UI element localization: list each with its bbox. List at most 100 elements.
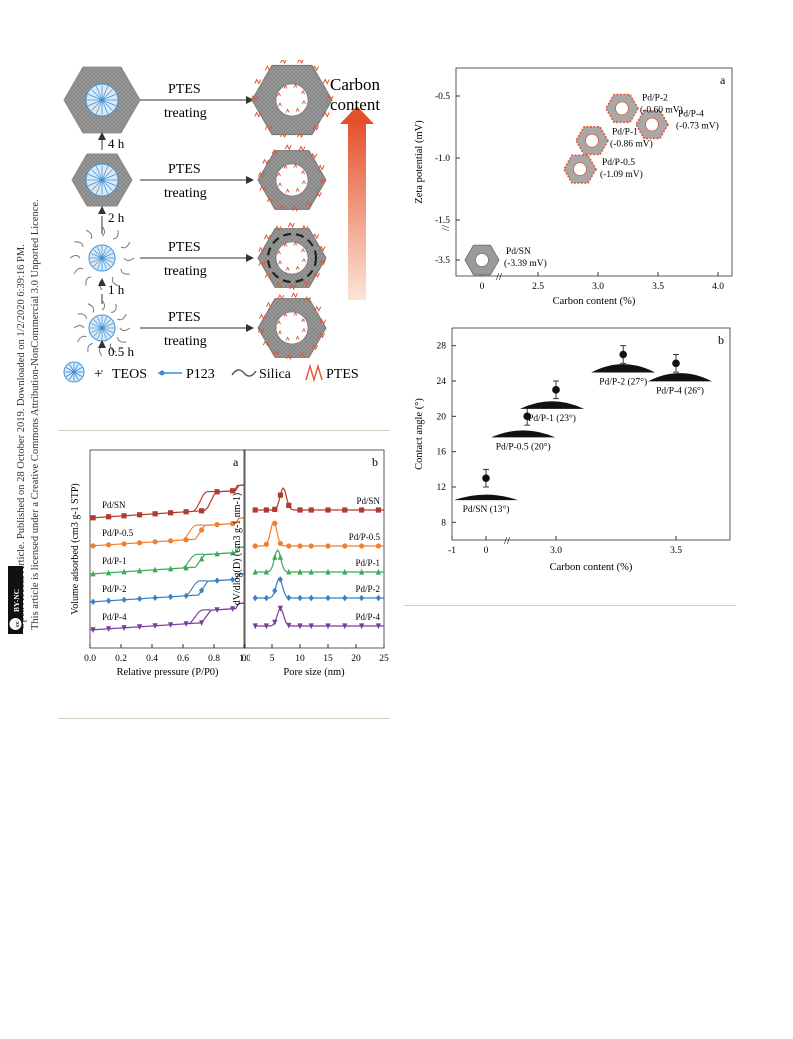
isotherm-point (90, 598, 96, 605)
p123-chain-icon (90, 257, 103, 263)
silica-icon (231, 369, 257, 377)
p123-chain-icon (95, 179, 103, 194)
isotherm-point (230, 521, 236, 527)
point-label: Pd/P-1 (23°) (528, 413, 576, 424)
plot-frame (243, 449, 385, 649)
ptes-group-icon (259, 185, 267, 192)
ptes-group-icon (257, 327, 265, 334)
plot-frame (455, 67, 733, 277)
pore-point (252, 507, 258, 513)
panel-letter: a (233, 455, 239, 469)
pore-point (297, 543, 303, 549)
x-tick-label: 0.6 (177, 654, 189, 664)
point-label: Pd/P-2 (642, 93, 668, 103)
p123-chain-icon (101, 86, 109, 101)
y-tick-label: 16 (437, 448, 447, 458)
arrow-label-treating: treating (164, 334, 207, 349)
point-label: Pd/P-0.5 (20°) (496, 441, 551, 452)
pore-point (286, 594, 292, 601)
x-tick-label: 20 (351, 654, 361, 664)
water-droplet-icon (648, 373, 712, 382)
isotherm-point (183, 621, 189, 627)
ptes-group-icon (293, 241, 298, 246)
p123-chain-icon (97, 246, 103, 259)
micelle-ray-icon (73, 367, 82, 373)
isotherm-point (214, 577, 220, 584)
point-label: Pd/SN (506, 247, 531, 257)
micelle-ray-icon (73, 371, 79, 380)
isotherm-point (168, 593, 174, 600)
p123-chain-icon (93, 319, 103, 329)
ptes-group-icon (293, 163, 298, 168)
pore-point (263, 507, 269, 513)
isotherm-point (137, 540, 143, 546)
point-label: Pd/SN (13°) (463, 504, 510, 515)
ptes-group-icon (258, 246, 266, 253)
x-tick-label: 0 (484, 546, 489, 556)
ptes-group-icon (280, 131, 287, 139)
isotherm-point (183, 537, 189, 543)
cc-license-badge[interactable]: cc BY-NC (6, 566, 26, 636)
silica-strand-icon (73, 267, 84, 275)
pore-point (375, 623, 381, 630)
ptes-group-icon (254, 78, 262, 85)
isotherm-point (137, 567, 143, 574)
pore-point (297, 623, 303, 630)
isotherm-point (230, 488, 236, 494)
pore-point (359, 568, 365, 575)
ptes-group-icon (263, 234, 271, 241)
point-value: (-0.73 mV) (676, 121, 719, 132)
p123-chain-icon (101, 257, 107, 270)
isotherm-point (230, 549, 236, 556)
data-point (523, 412, 531, 421)
process-arrow-head (246, 254, 254, 262)
time-label: 2 h (108, 210, 125, 225)
pore-point (263, 623, 269, 630)
pore-point (252, 568, 258, 575)
silica-strand-icon (87, 303, 95, 313)
ptes-group-icon (259, 313, 266, 320)
series-label: Pd/P-4 (102, 612, 127, 622)
panel-letter: a (720, 73, 726, 87)
ptes-group-icon (277, 320, 281, 325)
x-axis-label: Carbon content (%) (550, 562, 633, 573)
series-label: Pd/SN (102, 500, 126, 510)
ptes-group-icon (264, 124, 272, 131)
ptes-group-icon (277, 293, 285, 301)
pore-point (375, 543, 381, 549)
isotherm-point (199, 620, 205, 626)
water-droplet-icon (454, 494, 518, 501)
x-axis-label: Relative pressure (P/P0) (116, 667, 219, 678)
series-label: Pd/P-2 (102, 584, 127, 594)
ptes-group-icon (295, 187, 300, 192)
p123-chain-icon (101, 319, 111, 329)
time-arrow-head (98, 206, 106, 214)
ptes-group-icon (322, 111, 330, 118)
silica-strand-icon (85, 276, 92, 286)
pore-point (286, 622, 292, 629)
p123-chain-icon (101, 327, 107, 340)
isotherm-point (137, 595, 143, 602)
x-tick-label: 15 (323, 654, 333, 664)
x-tick-label: 3.0 (550, 546, 562, 556)
ptes-group-icon (283, 84, 288, 89)
isotherm-point (106, 597, 112, 604)
ptes-group-icon (280, 60, 287, 65)
x-tick-label: 4.0 (712, 282, 724, 292)
divider-bet (58, 718, 390, 719)
ptes-group-icon (322, 78, 330, 85)
ptes-group-icon (293, 83, 298, 88)
ptes-group-icon (295, 107, 300, 112)
isotherm-point (90, 543, 96, 549)
ptes-group-icon (291, 291, 299, 299)
isotherm-point (106, 569, 112, 576)
ptes-group-icon (301, 89, 305, 95)
ptes-group-icon (302, 327, 306, 333)
particle-pore (585, 133, 599, 148)
isotherm-point (121, 513, 127, 519)
ptes-group-icon (275, 281, 283, 288)
data-point (672, 359, 680, 368)
point-value: (-0.60 mV) (640, 104, 683, 115)
notice-line-1: Open Access Article. Published on 28 Oct… (16, 244, 27, 630)
series-label: Pd/P-1 (355, 558, 380, 568)
